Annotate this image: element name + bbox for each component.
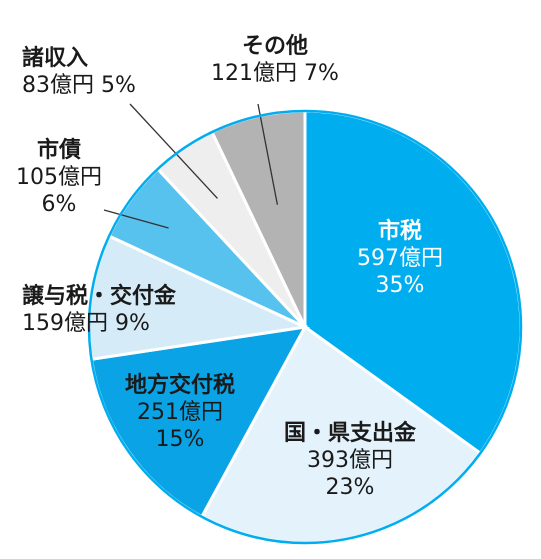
slice-label-sonota: その他 121億円 7% xyxy=(211,34,339,86)
slice-label-shizei: 市税 597億円 35% xyxy=(357,219,443,298)
leader-line-6 xyxy=(257,103,279,205)
slice-label-kokken: 国・県支出金 393億円 23% xyxy=(283,421,416,500)
slice-label-shisai: 市債 105億円 6% xyxy=(16,138,102,217)
leader-line-4 xyxy=(103,209,169,229)
slice-label-chihou: 地方交付税 251億円 15% xyxy=(124,373,235,452)
leader-line-5 xyxy=(129,103,218,199)
slice-label-shoshuunyu: 諸収入 83億円 5% xyxy=(22,46,136,98)
slice-label-jouyo: 譲与税・交付金 159億円 9% xyxy=(22,284,177,336)
